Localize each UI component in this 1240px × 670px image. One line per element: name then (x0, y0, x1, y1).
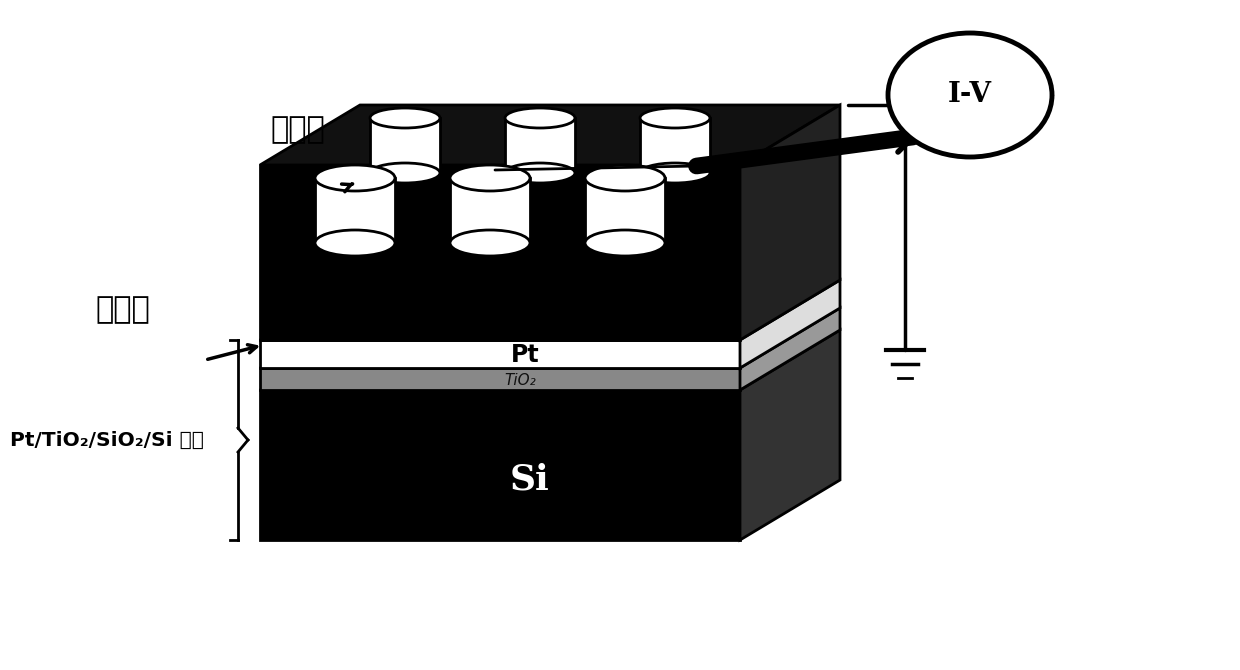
Polygon shape (260, 368, 740, 390)
Ellipse shape (888, 33, 1052, 157)
Ellipse shape (370, 163, 440, 183)
Polygon shape (370, 118, 440, 173)
Polygon shape (450, 178, 529, 243)
Polygon shape (740, 308, 839, 390)
Text: TiO₂: TiO₂ (505, 373, 536, 388)
Polygon shape (315, 178, 396, 243)
Polygon shape (260, 308, 839, 368)
Ellipse shape (585, 165, 665, 191)
Text: Si: Si (510, 463, 549, 497)
Text: Pt/TiO₂/SiO₂/Si 基片: Pt/TiO₂/SiO₂/Si 基片 (10, 431, 203, 450)
Polygon shape (260, 105, 839, 165)
Polygon shape (640, 118, 711, 173)
Ellipse shape (640, 163, 711, 183)
Text: I-V: I-V (949, 82, 992, 109)
Polygon shape (260, 330, 839, 390)
Ellipse shape (505, 163, 575, 183)
Polygon shape (740, 330, 839, 540)
Polygon shape (505, 118, 575, 173)
Polygon shape (740, 105, 839, 340)
Ellipse shape (505, 108, 575, 128)
Polygon shape (740, 280, 839, 368)
Ellipse shape (370, 108, 440, 128)
Ellipse shape (315, 165, 396, 191)
Ellipse shape (585, 230, 665, 256)
Polygon shape (260, 390, 740, 540)
Ellipse shape (450, 230, 529, 256)
Ellipse shape (315, 230, 396, 256)
Polygon shape (585, 178, 665, 243)
Text: 下电极: 下电极 (95, 295, 150, 324)
Ellipse shape (450, 165, 529, 191)
Text: Pt: Pt (511, 344, 539, 367)
Polygon shape (260, 280, 839, 340)
Text: 上电极: 上电极 (270, 115, 325, 145)
Polygon shape (260, 340, 740, 368)
Polygon shape (260, 165, 740, 340)
Ellipse shape (640, 108, 711, 128)
